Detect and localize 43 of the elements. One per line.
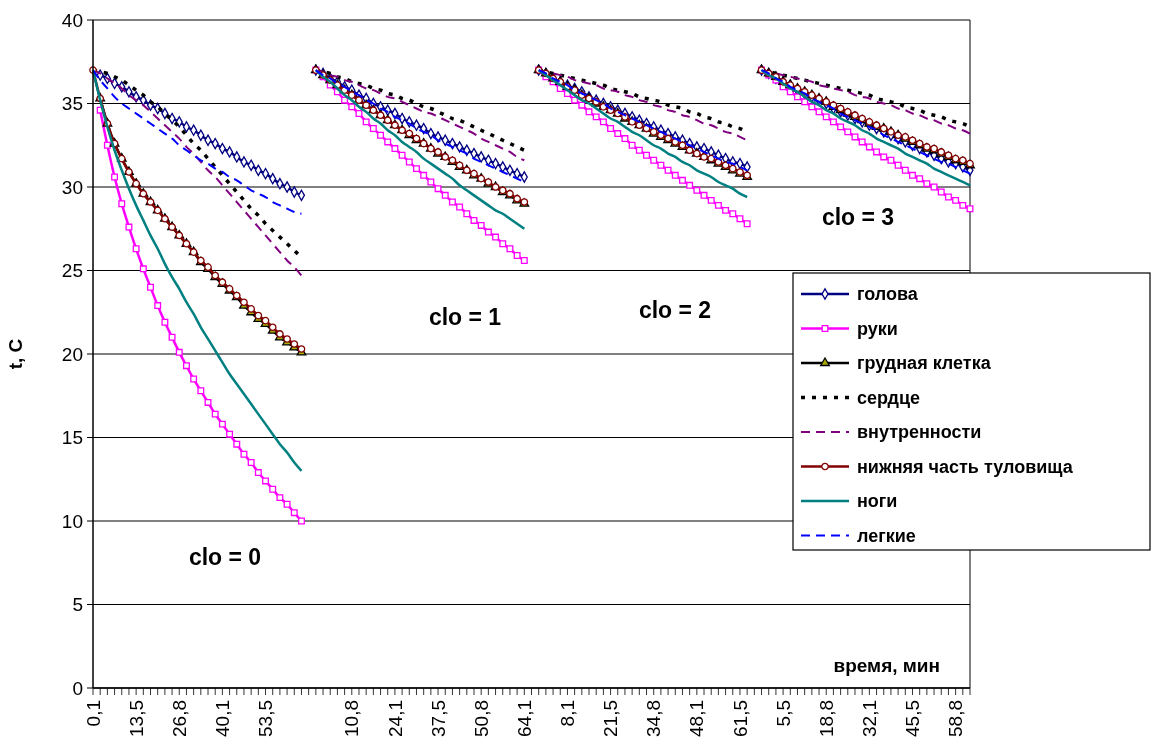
- x-tick-label: 0,1: [82, 700, 104, 727]
- y-tick-label: 30: [61, 176, 83, 198]
- legend-label: грудная клетка: [857, 353, 992, 374]
- annotation: clo = 0: [188, 544, 262, 570]
- x-axis-title: время, мин: [833, 655, 940, 676]
- x-tick-label: 26,8: [168, 700, 190, 737]
- legend-label: внутренности: [857, 422, 982, 443]
- y-tick-label: 15: [61, 427, 83, 449]
- y-tick-label: 25: [61, 260, 83, 282]
- annotation: clo = 2: [638, 297, 712, 323]
- x-tick-label: 45,5: [902, 700, 924, 737]
- legend-label: легкие: [857, 525, 916, 546]
- x-tick-label: 34,8: [643, 700, 665, 737]
- x-tick-label: 40,1: [212, 700, 234, 737]
- legend-label: руки: [857, 318, 898, 339]
- y-tick-label: 20: [61, 343, 83, 365]
- legend-label: нижняя часть туловища: [857, 456, 1074, 477]
- x-tick-label: 53,5: [255, 700, 277, 737]
- x-tick-label: 64,1: [513, 700, 535, 737]
- x-tick-label: 58,8: [945, 700, 967, 737]
- legend-label: сердце: [857, 387, 921, 408]
- x-tick-label: 8,1: [557, 700, 579, 727]
- y-tick-label: 5: [72, 594, 83, 616]
- legend-label: голова: [857, 284, 919, 305]
- x-tick-label: 21,5: [600, 700, 622, 737]
- x-tick-label: 10,8: [341, 700, 363, 737]
- y-tick-label: 40: [61, 9, 83, 31]
- y-tick-label: 10: [61, 510, 83, 532]
- y-tick-label: 35: [61, 93, 83, 115]
- x-tick-label: 61,5: [729, 700, 751, 737]
- x-tick-label: 13,5: [125, 700, 147, 737]
- legend-label: ноги: [857, 491, 898, 512]
- x-tick-label: 50,8: [470, 700, 492, 737]
- x-tick-label: 48,1: [686, 700, 708, 737]
- annotation: clo = 3: [821, 204, 895, 230]
- annotation: clo = 1: [428, 304, 502, 330]
- x-tick-label: 37,5: [427, 700, 449, 737]
- y-tick-label: 0: [72, 677, 83, 699]
- y-axis-title: t, C: [5, 338, 26, 370]
- x-tick-label: 18,8: [815, 700, 837, 737]
- x-tick-label: 32,1: [859, 700, 881, 737]
- x-tick-label: 5,5: [772, 700, 794, 727]
- x-tick-label: 24,1: [384, 700, 406, 737]
